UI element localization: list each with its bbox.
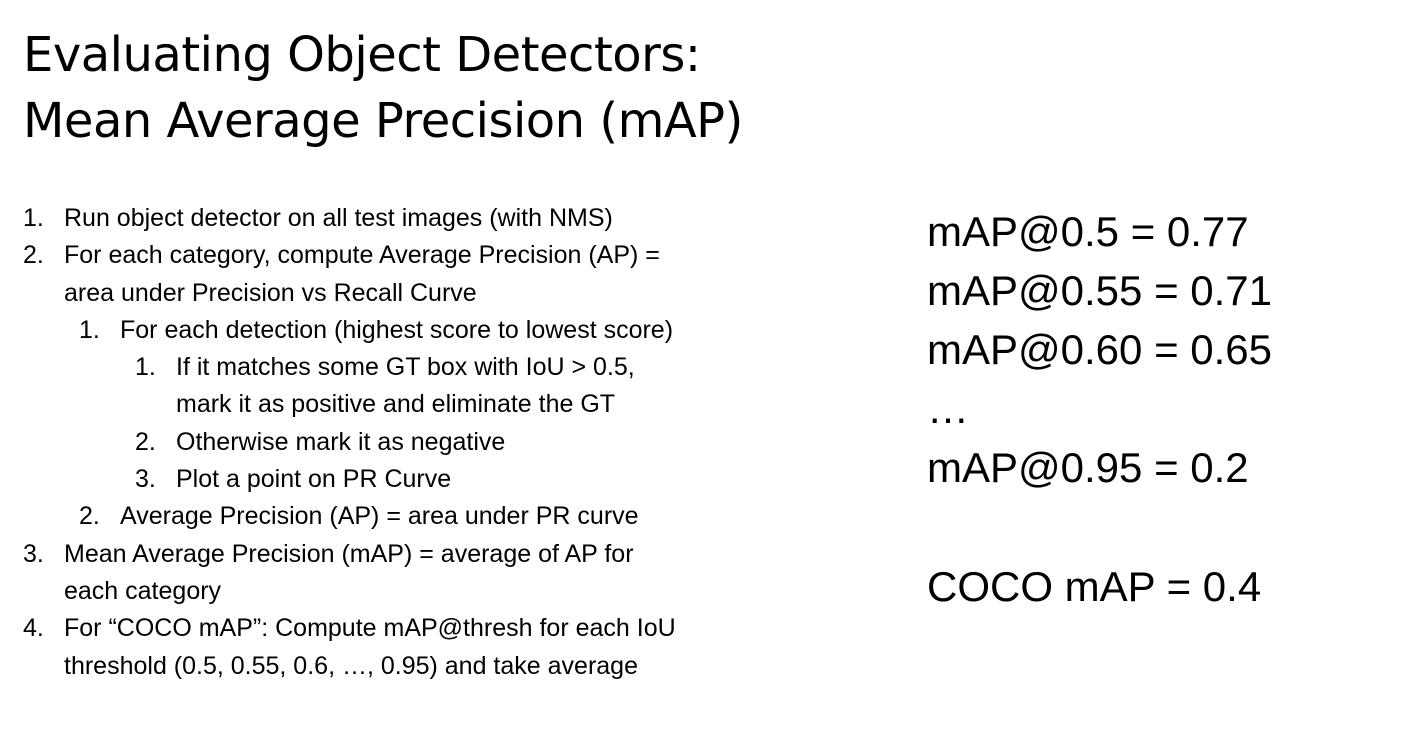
step-text: Otherwise mark it as negative [176,427,506,456]
step-text: For each category, compute Average Preci… [64,241,660,270]
title-line-2: Mean Average Precision (mAP) [23,93,743,149]
map-at-0-95: mAP@0.95 = 0.2 [927,444,1249,491]
step-number: 2. [79,502,100,531]
step-2: 2. For each category, compute Average Pr… [23,237,843,312]
map-at-0-55: mAP@0.55 = 0.71 [927,267,1273,314]
step-number: 3. [23,539,44,568]
title-line-1: Evaluating Object Detectors: [23,27,701,83]
map-at-0-60: mAP@0.60 = 0.65 [927,326,1273,373]
coco-map: COCO mAP = 0.4 [927,563,1262,610]
step-3: 3. Mean Average Precision (mAP) = averag… [23,536,843,611]
step-text: Mean Average Precision (mAP) = average o… [64,539,634,568]
ellipsis: … [927,385,969,432]
substep-2-1-1: 1. If it matches some GT box with IoU > … [23,349,843,424]
step-text-continued: mark it as positive and eliminate the GT [176,390,616,419]
step-text: For each detection (highest score to low… [120,315,674,344]
step-text-continued: area under Precision vs Recall Curve [64,278,477,307]
step-text: Run object detector on all test images (… [64,204,613,232]
substep-2-1-3: 3. Plot a point on PR Curve [23,461,843,498]
substep-2-1: 1. For each detection (highest score to … [23,312,843,349]
step-number: 1. [79,315,100,344]
substep-2-1-2: 2. Otherwise mark it as negative [23,424,843,461]
step-text: For “COCO mAP”: Compute mAP@thresh for e… [64,614,676,643]
step-number: 2. [23,241,44,270]
steps-list: 1. Run object detector on all test image… [23,200,843,685]
step-1: 1. Run object detector on all test image… [23,200,843,237]
slide-title: Evaluating Object Detectors: Mean Averag… [23,22,743,154]
map-results: mAP@0.5 = 0.77 mAP@0.55 = 0.71 mAP@0.60 … [927,202,1272,616]
step-text-continued: threshold (0.5, 0.55, 0.6, …, 0.95) and … [64,651,638,680]
step-text-continued: each category [64,576,222,605]
step-number: 3. [135,465,156,494]
substep-2-2: 2. Average Precision (AP) = area under P… [23,498,843,535]
step-4: 4. For “COCO mAP”: Compute mAP@thresh fo… [23,610,843,685]
map-at-0-5: mAP@0.5 = 0.77 [927,208,1249,255]
step-number: 1. [23,204,44,232]
step-text: Plot a point on PR Curve [176,465,452,494]
step-number: 4. [23,614,44,643]
step-text: If it matches some GT box with IoU > 0.5… [176,353,635,382]
step-number: 1. [135,353,156,382]
step-number: 2. [135,427,156,456]
step-text: Average Precision (AP) = area under PR c… [120,502,639,531]
